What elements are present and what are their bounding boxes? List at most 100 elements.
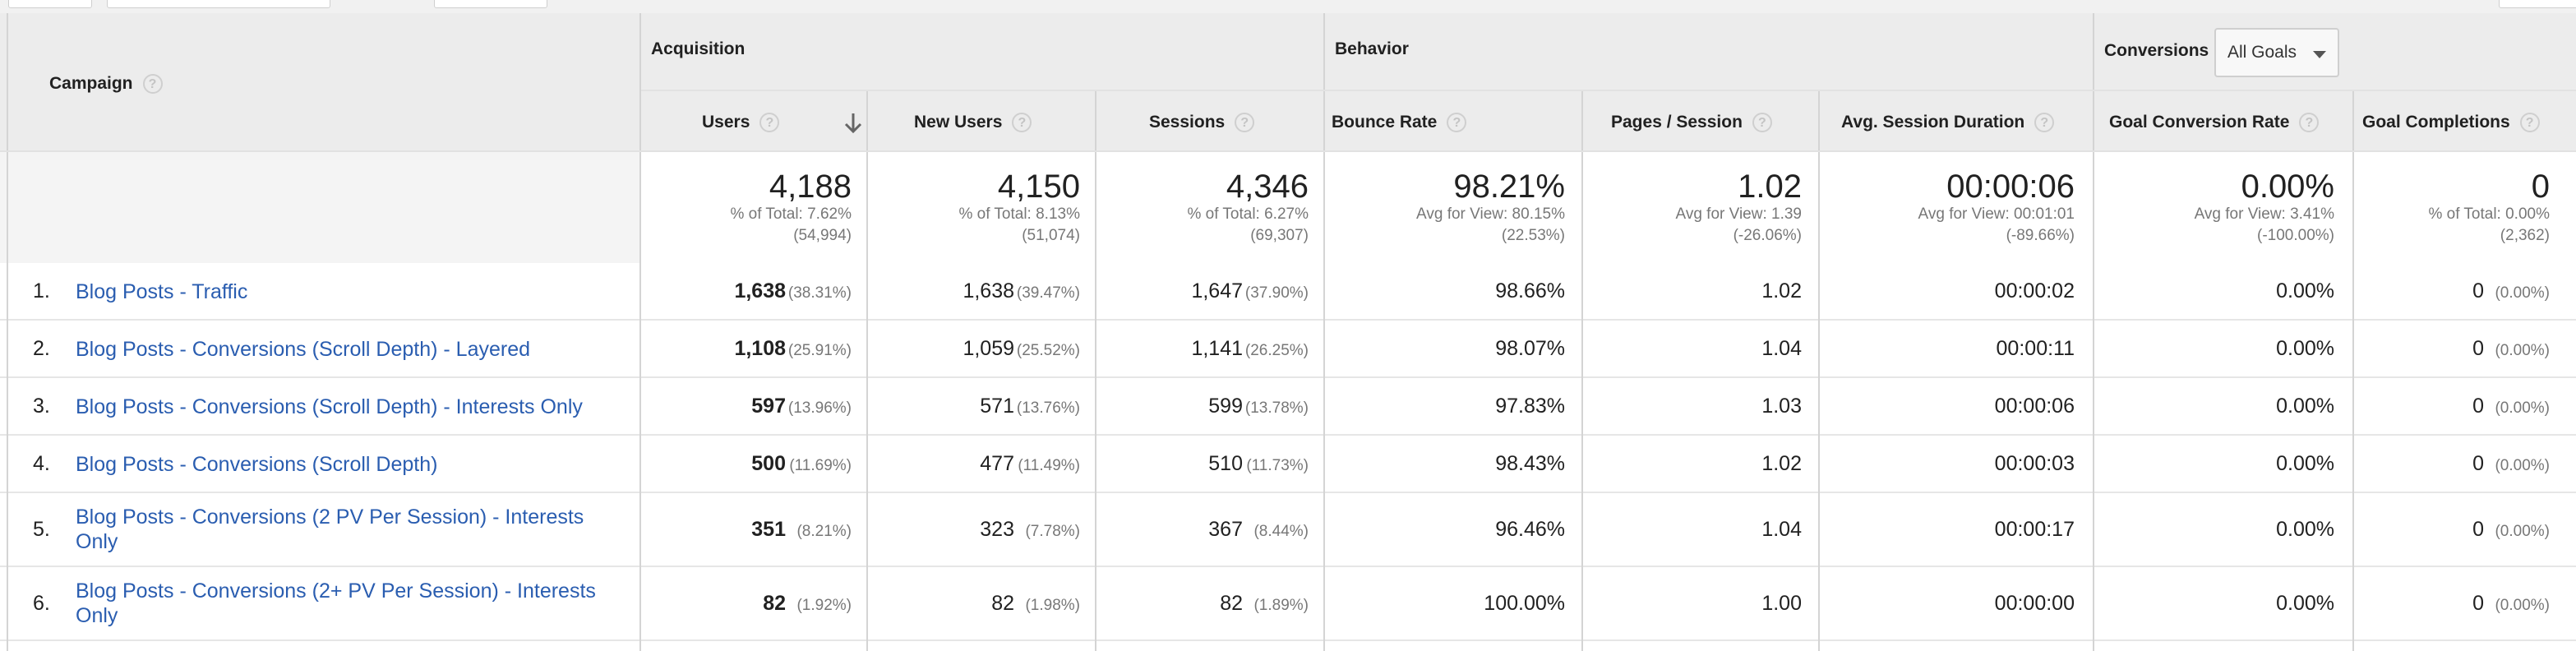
cell-value: 82 bbox=[763, 592, 786, 615]
cell-users: 500 (11.69%) bbox=[751, 452, 852, 476]
campaign-link[interactable]: Blog Posts - Conversions (Scroll Depth) bbox=[76, 453, 438, 476]
total-note: (2,362) bbox=[2500, 227, 2550, 244]
cell-bounce-rate: 96.46% bbox=[1495, 518, 1565, 542]
row-index: 5. bbox=[33, 518, 50, 541]
cell-bounce-rate: 97.83% bbox=[1495, 395, 1565, 418]
campaign-header-cell bbox=[0, 13, 641, 151]
cell-percent: (1.92%) bbox=[796, 597, 852, 614]
campaign-link[interactable]: Blog Posts - Conversions (Scroll Depth) … bbox=[76, 338, 531, 361]
column-header-pages-session[interactable]: Pages / Session? bbox=[1611, 113, 1772, 133]
cell-value: 0 bbox=[2472, 592, 2484, 615]
goal-select-dropdown[interactable]: All Goals bbox=[2214, 28, 2339, 77]
cell-percent: (11.73%) bbox=[1246, 457, 1309, 474]
help-icon[interactable]: ? bbox=[2299, 113, 2320, 133]
total-value: 4,150 bbox=[997, 169, 1080, 205]
cell-goal-conversion-rate: 0.00% bbox=[2276, 518, 2334, 542]
cell-value: 1,638 bbox=[963, 279, 1014, 302]
cell-value: 477 bbox=[980, 452, 1014, 475]
column-header-row bbox=[641, 90, 2576, 151]
column-header-avg-session-duration[interactable]: Avg. Session Duration? bbox=[1841, 113, 2055, 133]
total-pages-session: 1.02 Avg for View: 1.39 (-26.06%) bbox=[1675, 169, 1802, 247]
table-row[interactable]: 4. Blog Posts - Conversions (Scroll Depth… bbox=[0, 436, 2576, 493]
column-header-sessions[interactable]: Sessions? bbox=[1149, 113, 1255, 133]
campaign-link[interactable]: Blog Posts - Traffic bbox=[76, 280, 248, 303]
total-note: (-26.06%) bbox=[1733, 227, 1802, 244]
cell-value: 82 bbox=[991, 592, 1014, 615]
cell-bounce-rate: 98.07% bbox=[1495, 337, 1565, 361]
total-value: 4,188 bbox=[769, 169, 852, 205]
cell-value: 1,141 bbox=[1191, 337, 1243, 360]
total-value: 4,346 bbox=[1226, 169, 1309, 205]
cell-value: 0.00% bbox=[2276, 337, 2334, 360]
table-row[interactable]: 2. Blog Posts - Conversions (Scroll Depth… bbox=[0, 321, 2576, 378]
help-icon[interactable]: ? bbox=[2519, 113, 2540, 133]
divider bbox=[641, 90, 2576, 91]
column-header-users[interactable]: Users? bbox=[702, 113, 780, 133]
cell-users: 1,108 (25.91%) bbox=[734, 337, 852, 361]
campaign-link[interactable]: Blog Posts - Conversions (2 PV Per Sessi… bbox=[76, 506, 584, 553]
total-note: (22.53%) bbox=[1501, 227, 1565, 244]
row-index: 4. bbox=[33, 452, 50, 475]
total-note: (51,074) bbox=[1022, 227, 1080, 244]
campaign-link[interactable]: Blog Posts - Conversions (Scroll Depth) … bbox=[76, 395, 583, 418]
table-row[interactable]: 6. Blog Posts - Conversions (2+ PV Per Se… bbox=[0, 567, 2576, 641]
divider bbox=[2093, 13, 2094, 651]
cell-goal-completions: 0 (0.00%) bbox=[2472, 452, 2550, 476]
goal-select-value: All Goals bbox=[2227, 43, 2297, 62]
cell-users: 1,638 (38.31%) bbox=[734, 279, 852, 303]
table-row[interactable]: 5. Blog Posts - Conversions (2 PV Per Ses… bbox=[0, 493, 2576, 567]
divider bbox=[1323, 13, 1325, 651]
cell-sessions: 1,141 (26.25%) bbox=[1191, 337, 1309, 361]
help-icon[interactable]: ? bbox=[142, 74, 163, 95]
help-icon[interactable]: ? bbox=[1235, 113, 1255, 133]
cell-value: 00:00:00 bbox=[1994, 592, 2075, 615]
cell-percent: (13.96%) bbox=[787, 399, 852, 417]
divider bbox=[1581, 90, 1583, 651]
cell-sessions: 599 (13.78%) bbox=[1208, 395, 1309, 418]
table-row[interactable]: 1. Blog Posts - Traffic 1,638 (38.31%) 1,638… bbox=[0, 263, 2576, 321]
sort-descending-arrow-icon[interactable] bbox=[843, 112, 863, 135]
cell-pages-session: 1.04 bbox=[1761, 337, 1802, 361]
help-icon[interactable]: ? bbox=[1012, 113, 1032, 133]
cell-percent: (8.44%) bbox=[1253, 523, 1309, 540]
row-index: 2. bbox=[33, 337, 50, 360]
cell-value: 96.46% bbox=[1495, 518, 1565, 541]
campaign-link[interactable]: Blog Posts - Conversions (2+ PV Per Sess… bbox=[76, 579, 596, 627]
column-header-goal-completions[interactable]: Goal Completions? bbox=[2362, 113, 2540, 133]
cell-value: 0 bbox=[2472, 337, 2484, 360]
column-header-bounce-rate[interactable]: Bounce Rate? bbox=[1332, 113, 1467, 133]
cell-new-users: 477 (11.49%) bbox=[980, 452, 1080, 476]
cell-percent: (0.00%) bbox=[2495, 597, 2550, 614]
cell-value: 0.00% bbox=[2276, 279, 2334, 302]
cell-goal-completions: 0 (0.00%) bbox=[2472, 337, 2550, 361]
cell-avg-session-duration: 00:00:06 bbox=[1995, 395, 2075, 418]
total-bounce-rate: 98.21% Avg for View: 80.15% (22.53%) bbox=[1416, 169, 1565, 247]
cell-percent: (8.21%) bbox=[796, 523, 852, 540]
column-header-new-users[interactable]: New Users? bbox=[914, 113, 1032, 133]
help-icon[interactable]: ? bbox=[1447, 113, 1467, 133]
total-note: Avg for View: 80.15% bbox=[1416, 205, 1565, 223]
total-sessions: 4,346 % of Total: 6.27% (69,307) bbox=[1187, 169, 1309, 247]
cell-value: 1,108 bbox=[734, 337, 786, 360]
column-header-goal-conversion-rate[interactable]: Goal Conversion Rate? bbox=[2109, 113, 2320, 133]
cell-value: 510 bbox=[1208, 452, 1243, 475]
help-icon[interactable]: ? bbox=[1752, 113, 1772, 133]
toolbar-control[interactable] bbox=[434, 0, 547, 8]
toolbar-control[interactable] bbox=[107, 0, 330, 8]
toolbar-control[interactable] bbox=[2499, 0, 2576, 8]
cell-pages-session: 1.03 bbox=[1761, 395, 1802, 418]
cell-value: 82 bbox=[1220, 592, 1243, 615]
total-value: 1.02 bbox=[1738, 169, 1802, 205]
help-icon[interactable]: ? bbox=[2034, 113, 2055, 133]
cell-value: 0 bbox=[2472, 452, 2484, 475]
campaign-column-title[interactable]: Campaign? bbox=[49, 74, 163, 95]
total-note: Avg for View: 00:01:01 bbox=[1918, 205, 2075, 223]
total-note: Avg for View: 3.41% bbox=[2194, 205, 2334, 223]
help-icon[interactable]: ? bbox=[759, 113, 780, 133]
cell-new-users: 1,059 (25.52%) bbox=[963, 337, 1080, 361]
cell-value: 1.02 bbox=[1761, 452, 1802, 475]
toolbar-control[interactable] bbox=[8, 0, 92, 8]
table-row[interactable]: 3. Blog Posts - Conversions (Scroll Depth… bbox=[0, 378, 2576, 436]
cell-value: 98.43% bbox=[1495, 452, 1565, 475]
cell-percent: (25.52%) bbox=[1016, 342, 1080, 359]
